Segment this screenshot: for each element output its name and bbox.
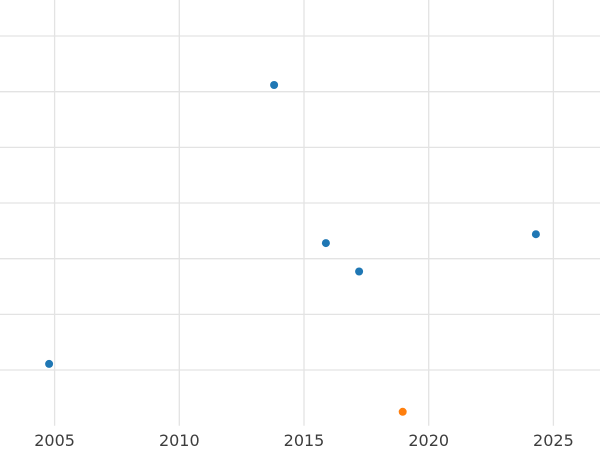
x-tick-label: 2010 (159, 431, 200, 450)
scatter-point-blue-series (45, 359, 54, 368)
scatter-point-orange-series (398, 407, 407, 416)
x-tick-label: 2015 (284, 431, 325, 450)
scatter-point-blue-series (355, 267, 364, 276)
scatter-point-blue-series (321, 239, 330, 248)
x-tick-label: 2020 (408, 431, 449, 450)
scatter-point-blue-series (270, 81, 279, 89)
x-tick-label: 2025 (533, 431, 574, 450)
scatter-point-blue-series (531, 230, 540, 239)
x-tick-label: 2005 (34, 431, 75, 450)
